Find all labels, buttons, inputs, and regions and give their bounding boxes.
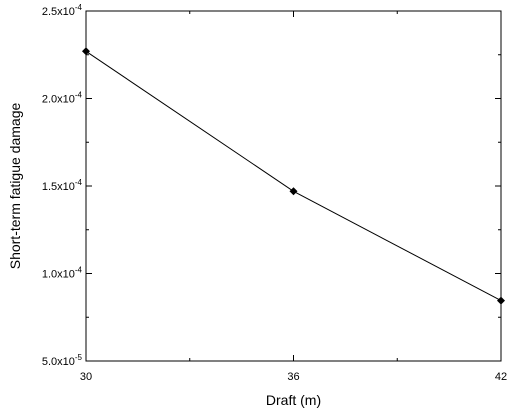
x-tick-label: 30 (80, 371, 92, 383)
y-tick-exponent: -4 (75, 3, 83, 12)
y-tick-mantissa: 5.0x10 (42, 356, 75, 368)
y-tick-exponent: -4 (75, 178, 83, 187)
x-axis-title: Draft (m) (266, 392, 321, 408)
x-tick-label: 42 (495, 371, 507, 383)
y-tick-exponent: -4 (75, 91, 83, 100)
y-tick-mantissa: 2.0x10 (42, 94, 75, 106)
x-axis-ticks: 30 36 42 (80, 11, 507, 383)
y-axis-title: Short-term fatigue damage (7, 103, 23, 270)
y-axis-ticks: 5.0x10-51.0x10-41.5x10-42.0x10-42.5x10-4 (42, 3, 501, 368)
plot-frame (85, 10, 502, 362)
y-tick-exponent: -5 (75, 353, 83, 362)
y-tick-label: 1.0x10-4 (42, 266, 83, 281)
y-tick-mantissa: 2.5x10 (42, 6, 75, 18)
y-tick-label: 2.5x10-4 (42, 3, 83, 18)
y-tick-label: 2.0x10-4 (42, 91, 83, 106)
data-point-diamond (497, 296, 505, 305)
data-series (82, 47, 505, 305)
y-tick-mantissa: 1.5x10 (42, 181, 75, 193)
data-point-diamond (82, 47, 90, 56)
y-tick-exponent: -4 (75, 266, 83, 275)
y-tick-label: 5.0x10-5 (42, 353, 83, 368)
y-tick-mantissa: 1.0x10 (42, 269, 75, 281)
x-tick-label: 36 (287, 371, 299, 383)
series-line (85, 50, 502, 302)
y-tick-label: 1.5x10-4 (42, 178, 83, 193)
data-point-diamond (289, 187, 298, 196)
